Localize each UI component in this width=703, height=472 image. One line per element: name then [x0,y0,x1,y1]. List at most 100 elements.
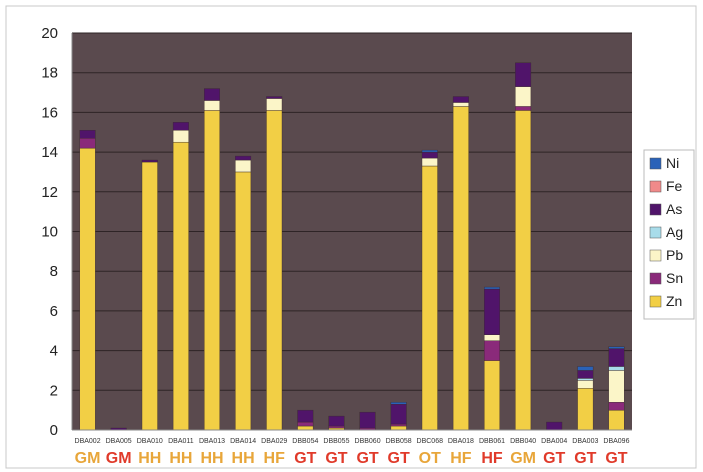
bar-segment-zn-dba014 [235,171,252,431]
group-label: OT [419,450,441,467]
bar-segment-zn-dba018 [452,106,469,431]
group-label: HH [169,450,192,467]
legend-swatch-as [649,203,662,216]
legend-label-as: As [666,201,682,217]
group-label: HH [232,450,255,467]
bar-segment-ni-dba096 [608,346,625,349]
bar-segment-ag-dba003 [577,378,594,381]
bar-segment-as-dbb040 [515,62,532,87]
group-label: GT [574,450,596,467]
bar-segment-sn-dba002 [79,138,96,149]
legend-label-zn: Zn [666,293,682,309]
bar-segment-ni-dbb061 [484,286,500,290]
legend-swatch-fe [649,180,662,193]
legend-swatch-ni [649,157,662,170]
bar-segment-zn-dbb040 [515,110,532,431]
bar-segment-as-dba014 [235,155,252,161]
legend-swatch-pb [649,249,662,262]
bar-segment-as-dba002 [79,130,96,139]
bar-segment-as-dba004 [546,421,563,431]
bar-segment-ni-dbb058 [390,402,407,405]
group-label: GT [543,450,565,467]
group-label: GT [388,450,410,467]
group-label: GT [325,450,347,467]
bar-segment-zn-dba029 [266,110,283,431]
bar-segment-pb-dba014 [235,159,252,173]
bar-segment-zn-dbb058 [390,425,407,431]
x-tick-label: DBA003 [572,438,598,445]
x-tick-label: DBA011 [168,438,194,445]
bar-segment-zn-dba096 [608,409,625,431]
bar-segment-ni-dba003 [577,366,594,371]
x-tick-label: DBA002 [75,438,101,445]
bar-segment-ni-dbc068 [421,149,438,153]
bar-segment-as-dbb058 [390,403,407,425]
legend-label-ag: Ag [666,224,683,240]
x-tick-label: DBB055 [323,438,349,445]
y-tick-label: 16 [41,104,58,121]
y-tick-label: 0 [50,422,58,439]
x-tick-label: DBA029 [261,438,287,445]
x-tick-label: DBA013 [199,438,225,445]
x-tick-label: DBA005 [106,438,132,445]
bar-segment-as-dba029 [266,96,283,99]
y-tick-label: 14 [41,144,58,161]
legend-label-ni: Ni [666,155,679,171]
bar-segment-pb-dbb040 [515,86,532,107]
bar-segment-zn-dba010 [141,161,158,431]
bar-segment-zn-dba002 [79,147,96,431]
bar-segment-as-dbb055 [328,415,345,427]
group-label: GT [605,450,627,467]
x-tick-label: DBA014 [230,438,256,445]
y-tick-label: 20 [41,25,58,42]
x-tick-label: DBB058 [386,438,412,445]
bar-segment-zn-dbb061 [484,360,500,431]
bar-segment-pb-dba003 [577,380,594,389]
y-tick-label: 10 [41,224,58,241]
bar-segment-zn-dbb054 [297,425,314,431]
bar-segment-pb-dba029 [266,98,283,111]
x-tick-label: DBB054 [292,438,318,445]
legend-label-fe: Fe [666,178,683,194]
x-tick-label: DBA018 [448,438,474,445]
y-tick-label: 6 [50,303,58,320]
legend-swatch-ag [649,226,662,239]
legend-label-pb: Pb [666,247,683,263]
bar-segment-zn-dba011 [172,141,189,431]
x-tick-label: DBB040 [510,438,536,445]
group-label: GT [294,450,316,467]
bar-segment-as-dba018 [452,96,469,103]
x-tick-label: DBA096 [603,438,629,445]
bar-segment-pb-dba018 [452,102,469,107]
group-label: GT [356,450,378,467]
bar-segment-sn-dbb058 [390,423,407,427]
bar-segment-zn-dba003 [577,388,594,431]
bar-segment-as-dba010 [141,159,158,163]
group-label: HF [264,450,286,467]
group-label: GM [75,450,101,467]
bar-segment-pb-dba096 [608,370,625,403]
group-label: GM [510,450,536,467]
legend-swatch-sn [649,272,662,285]
bar-segment-sn-dbb055 [328,425,345,429]
bar-segment-as-dbc068 [421,151,438,159]
bar-segment-ag-dba096 [608,366,625,371]
bar-segment-sn-dbb054 [297,421,314,427]
y-tick-label: 8 [50,263,58,280]
bar-segment-pb-dbc068 [421,157,438,167]
bar-segment-as-dba003 [577,370,594,379]
group-label: GM [106,450,132,467]
bar-segment-as-dbb060 [359,411,376,429]
bar-segment-sn-dbb040 [515,106,532,111]
bar-segment-pb-dba013 [204,100,220,111]
y-tick-label: 2 [50,382,58,399]
bar-segment-as-dba013 [204,88,220,101]
group-label: HF [481,450,503,467]
group-label: HH [200,450,223,467]
x-tick-label: DBB060 [355,438,381,445]
bar-segment-pb-dbb061 [484,334,500,341]
x-tick-label: DBA010 [137,438,163,445]
bar-segment-as-dba096 [608,348,625,367]
bar-segment-zn-dbc068 [421,165,438,431]
